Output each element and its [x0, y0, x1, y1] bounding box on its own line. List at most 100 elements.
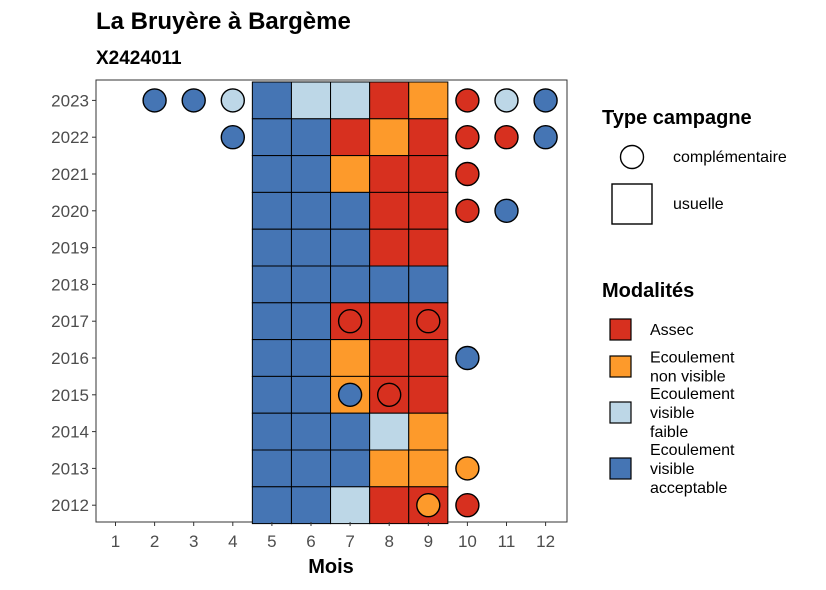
y-tick-label-2021: 2021	[51, 165, 89, 184]
tile-2020-m6	[290, 191, 332, 230]
legend-swatch-ecoulement-visible-faible	[609, 401, 632, 424]
tile-2014-m8	[369, 412, 410, 451]
legend-label-ecoulement-visible-acceptable: Ecoulement visible acceptable	[650, 442, 735, 497]
tile-2015-m5	[251, 375, 292, 414]
x-tick-label-4: 4	[228, 532, 237, 551]
tile-2018-m7	[330, 265, 371, 304]
x-tick-label-3: 3	[189, 532, 198, 551]
tile-2013-m9	[408, 449, 449, 488]
point-2016-m10	[455, 345, 480, 371]
tile-2016-m6	[290, 339, 332, 377]
x-tick-label-5: 5	[267, 532, 276, 551]
tile-2014-m9	[408, 412, 449, 451]
point-2021-m10	[455, 161, 480, 187]
plot-area	[95, 79, 568, 525]
legend-label-compl-mentaire: complémentaire	[673, 149, 787, 166]
tile-2021-m6	[290, 155, 332, 193]
tile-2012-m7	[330, 486, 371, 525]
tile-2015-m9	[408, 375, 449, 414]
x-tick-label-10: 10	[458, 532, 477, 551]
y-tick-label-2023: 2023	[51, 91, 89, 110]
tile-2023-m7	[330, 81, 371, 120]
point-2022-m10	[455, 124, 480, 150]
y-tick-label-2015: 2015	[51, 386, 89, 405]
tile-2017-m8	[369, 302, 410, 341]
tile-2016-m8	[369, 339, 410, 377]
point-2023-m3	[181, 88, 206, 113]
tile-2012-m5	[251, 486, 292, 525]
y-tick-label-2012: 2012	[51, 496, 89, 515]
x-tick-label-11: 11	[498, 532, 516, 551]
point-2023-m10	[455, 88, 480, 113]
tile-2020-m8	[369, 191, 410, 230]
tile-2020-m9	[408, 191, 449, 230]
legend-swatch-assec	[609, 318, 632, 341]
tile-2021-m5	[251, 155, 292, 193]
point-2022-m11	[494, 124, 519, 150]
tile-2022-m8	[369, 118, 410, 157]
tile-2013-m8	[369, 449, 410, 488]
y-tick-label-2022: 2022	[51, 128, 89, 147]
point-2017-m7	[337, 309, 363, 334]
tile-2019-m8	[369, 228, 410, 267]
tile-2023-m5	[251, 81, 292, 120]
y-tick-label-2013: 2013	[51, 459, 89, 478]
point-2015-m8	[377, 382, 402, 407]
tile-2015-m6	[290, 375, 332, 414]
tile-2022-m9	[408, 118, 449, 157]
legend-swatch-ecoulement-visible-acceptable	[609, 457, 632, 480]
point-2012-m9	[416, 493, 441, 518]
legend-label-ecoulement-visible-faible: Ecoulement visible faible	[650, 386, 735, 441]
legend-label-usuelle: usuelle	[673, 196, 724, 213]
point-2020-m10	[455, 198, 480, 224]
legend-modalites-title: Modalités	[602, 280, 694, 302]
tile-2019-m5	[251, 228, 292, 267]
point-2022-m12	[533, 124, 558, 150]
point-2023-m11	[494, 88, 519, 113]
tile-2023-m9	[408, 81, 449, 120]
tile-2017-m5	[251, 302, 292, 341]
tile-2020-m7	[330, 191, 371, 230]
tile-2018-m6	[290, 265, 332, 304]
legend: Type campagne Modalités complémentaire us…	[602, 107, 787, 497]
tile-2022-m6	[290, 118, 332, 157]
tile-2018-m9	[408, 265, 449, 304]
tile-2013-m6	[290, 449, 332, 488]
tile-2021-m8	[369, 155, 410, 193]
x-tick-label-2: 2	[150, 532, 159, 551]
y-tick-label-2014: 2014	[51, 423, 89, 442]
point-2015-m7	[337, 382, 363, 407]
tile-2014-m7	[330, 412, 371, 451]
tile-2023-m8	[369, 81, 410, 120]
tile-2016-m5	[251, 339, 292, 377]
tile-2020-m5	[251, 191, 292, 230]
tile-2019-m7	[330, 228, 371, 267]
x-tick-label-6: 6	[306, 532, 315, 551]
legend-key-usuelle	[611, 183, 653, 225]
point-2017-m9	[416, 309, 441, 334]
y-tick-label-2017: 2017	[51, 312, 89, 331]
legend-type-title: Type campagne	[602, 107, 752, 129]
point-2023-m2	[142, 88, 167, 113]
legend-key-compl-mentaire	[619, 144, 645, 170]
tile-2022-m7	[330, 118, 371, 157]
tile-2014-m5	[251, 412, 292, 451]
tile-2022-m5	[251, 118, 292, 157]
x-tick-label-9: 9	[424, 532, 433, 551]
axes: 2023 2022 2021 2020 2019 2018 2017 2016 2015 2014…	[51, 91, 555, 551]
tile-2019-m6	[290, 228, 332, 267]
tile-2023-m6	[290, 81, 332, 120]
point-2022-m4	[220, 124, 246, 150]
y-tick-label-2018: 2018	[51, 275, 89, 294]
tile-2012-m6	[290, 486, 332, 525]
x-tick-label-12: 12	[536, 532, 555, 551]
chart-title: La Bruyère à Bargème	[96, 8, 351, 35]
tile-2016-m7	[330, 339, 371, 377]
tile-2017-m6	[290, 302, 332, 341]
x-tick-label-1: 1	[111, 532, 120, 551]
legend-label-ecoulement-non-visible: Ecoulement non visible	[650, 350, 735, 386]
tile-2021-m9	[408, 155, 449, 193]
tile-2012-m8	[369, 486, 410, 525]
legend-label-assec: Assec	[650, 322, 694, 339]
x-axis-title: Mois	[308, 556, 354, 578]
